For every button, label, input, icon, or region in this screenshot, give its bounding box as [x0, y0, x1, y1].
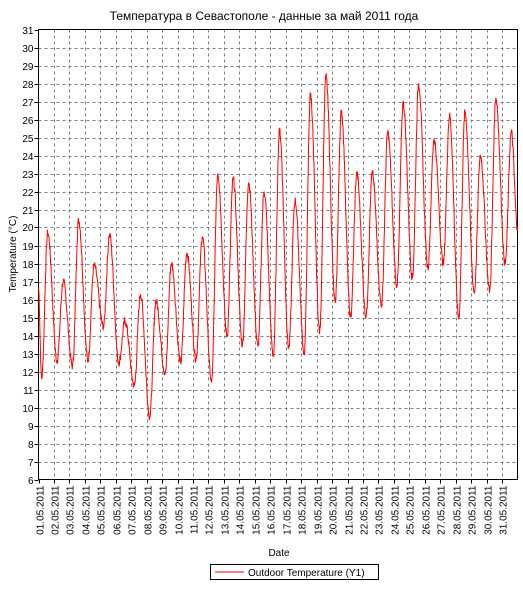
x-tick-label: 01.05.2011	[36, 485, 47, 535]
x-tick-label: 12.05.2011	[205, 485, 216, 535]
y-tick-label: 21	[22, 206, 34, 217]
x-tick-label: 18.05.2011	[298, 485, 309, 535]
plot-area	[38, 29, 518, 480]
series-line-outdoor-temperature	[38, 73, 518, 420]
x-tick-label: 24.05.2011	[391, 485, 402, 535]
x-tick-label: 25.05.2011	[406, 485, 417, 535]
x-tick-label: 06.05.2011	[113, 485, 124, 535]
x-tick-label: 04.05.2011	[82, 485, 93, 535]
y-tick-label: 24	[22, 152, 34, 163]
y-tick-label: 26	[22, 116, 34, 127]
x-axis-label: Date	[268, 548, 290, 559]
y-axis: 6 7 8 9 10 11 12 13 14 15 16 17 18 19 20 21 22 23 24 25 26 27…	[22, 26, 39, 487]
x-tick-label: 08.05.2011	[144, 485, 155, 535]
y-tick-label: 6	[28, 476, 34, 487]
x-tick-label: 19.05.2011	[314, 485, 325, 535]
chart-title: Температура в Севастополе - данные за ма…	[110, 9, 419, 23]
y-tick-label: 29	[22, 62, 34, 73]
x-tick-label: 29.05.2011	[468, 485, 479, 535]
x-tick-label: 20.05.2011	[329, 485, 340, 535]
y-tick-label: 27	[22, 98, 34, 109]
y-tick-label: 9	[28, 422, 34, 433]
legend-box	[210, 564, 379, 580]
x-tick-label: 07.05.2011	[128, 485, 139, 535]
y-tick-label: 20	[22, 223, 34, 234]
y-tick-label: 19	[22, 242, 34, 253]
legend: Outdoor Temperature (Y1)	[210, 564, 379, 580]
x-tick-label: 23.05.2011	[375, 485, 386, 535]
x-tick-label: 03.05.2011	[66, 485, 77, 535]
x-tick-label: 30.05.2011	[484, 485, 495, 535]
y-tick-label: 7	[28, 458, 34, 469]
x-tick-label: 10.05.2011	[175, 485, 186, 535]
x-tick-label: 28.05.2011	[453, 485, 464, 535]
y-tick-label: 23	[22, 170, 34, 181]
x-tick-label: 02.05.2011	[51, 485, 62, 535]
y-tick-label: 12	[22, 368, 34, 379]
x-tick-label: 11.05.2011	[190, 485, 201, 534]
y-axis-label: Temperature (°C)	[8, 216, 19, 293]
y-tick-label: 18	[22, 260, 34, 271]
y-tick-label: 28	[22, 80, 34, 91]
y-tick-label: 22	[22, 188, 34, 199]
y-tick-label: 16	[22, 296, 34, 307]
grid-lines	[38, 29, 518, 480]
y-tick-label: 8	[28, 440, 34, 451]
x-tick-label: 27.05.2011	[437, 485, 448, 535]
y-tick-label: 10	[22, 404, 34, 415]
x-tick-label: 21.05.2011	[345, 485, 356, 535]
x-tick-label: 13.05.2011	[221, 485, 232, 535]
y-tick-label: 25	[22, 134, 34, 145]
legend-entry: Outdoor Temperature (Y1)	[248, 568, 365, 579]
y-tick-label: 31	[22, 26, 34, 37]
y-tick-label: 13	[22, 350, 34, 361]
x-tick-label: 16.05.2011	[267, 485, 278, 535]
x-tick-label: 17.05.2011	[283, 485, 294, 535]
x-tick-label: 22.05.2011	[360, 485, 371, 535]
x-tick-label: 26.05.2011	[422, 485, 433, 535]
x-tick-label: 05.05.2011	[97, 485, 108, 535]
x-axis: 01.05.2011 02.05.2011 03.05.2011 04.05.2011…	[36, 479, 510, 535]
x-tick-label: 14.05.2011	[236, 485, 247, 535]
x-tick-label: 15.05.2011	[252, 485, 263, 535]
y-tick-label: 11	[23, 386, 34, 397]
x-tick-label: 09.05.2011	[159, 485, 170, 535]
y-tick-label: 17	[22, 278, 34, 289]
x-tick-label: 31.05.2011	[499, 485, 510, 535]
y-tick-label: 15	[22, 314, 34, 325]
y-tick-label: 30	[22, 44, 34, 55]
y-tick-label: 14	[22, 332, 34, 343]
